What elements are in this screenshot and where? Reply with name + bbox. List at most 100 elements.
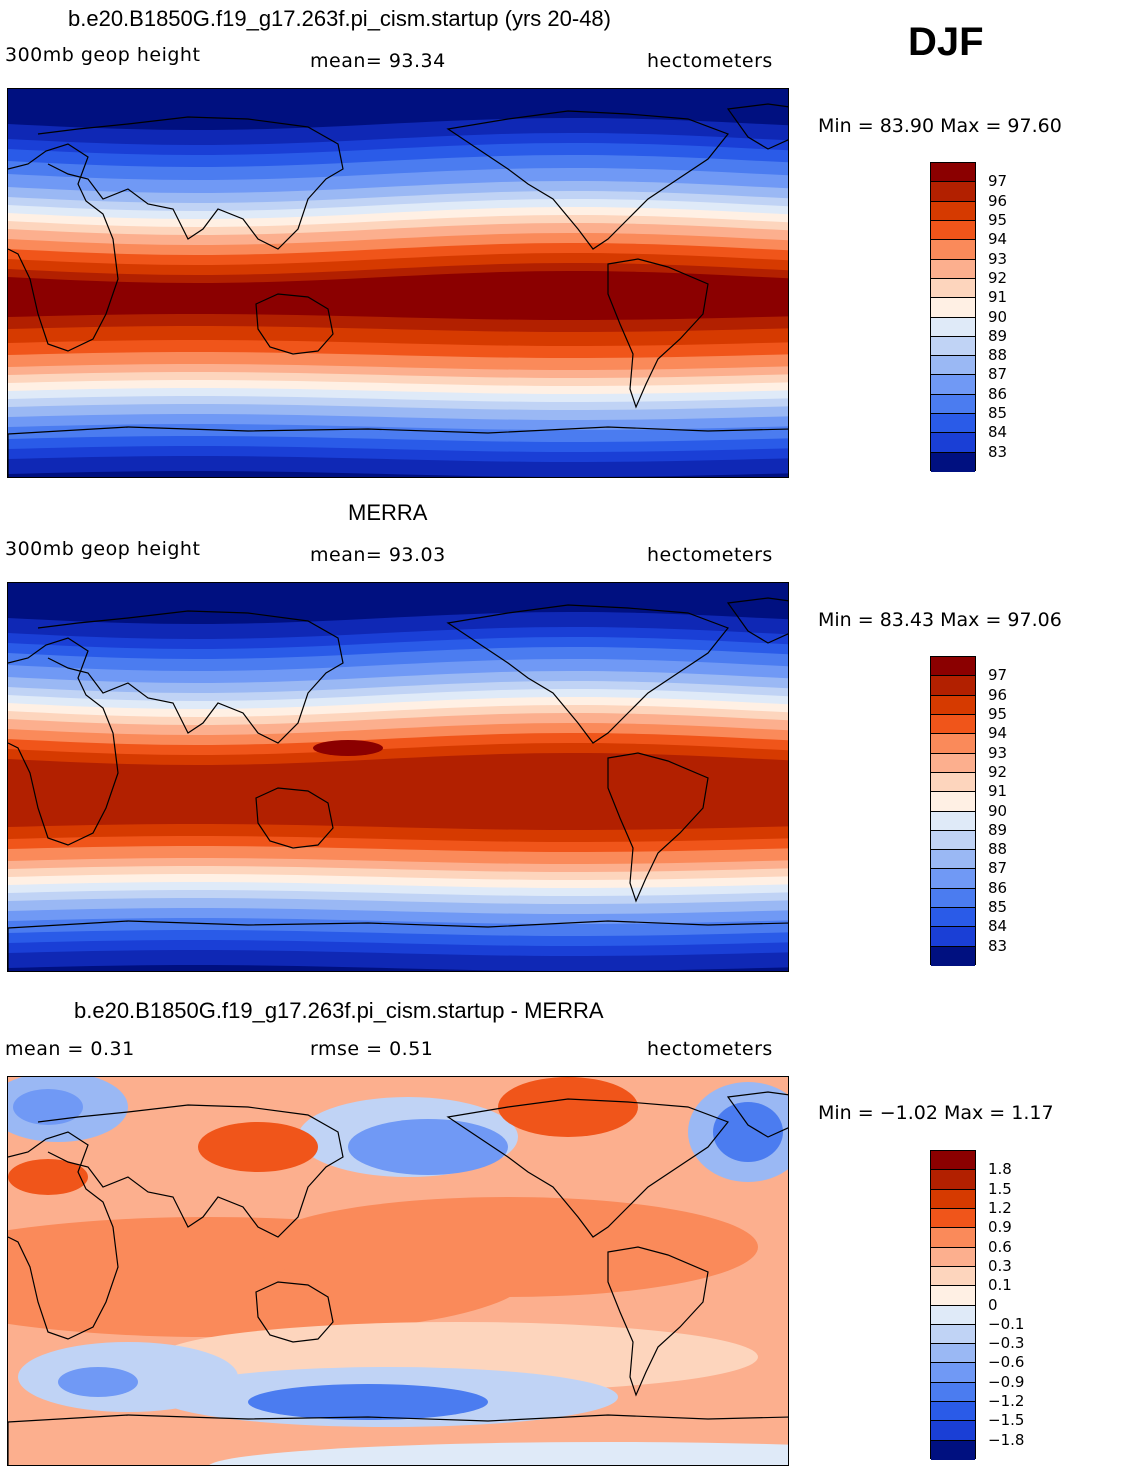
colorbar-tick-label: 95: [988, 704, 1008, 723]
colorbar-swatch: [931, 714, 975, 735]
panel1-title: b.e20.B1850G.f19_g17.263f.pi_cism.startu…: [68, 6, 611, 31]
colorbar-swatch: [931, 888, 975, 909]
colorbar-swatch: [931, 908, 975, 928]
colorbar-swatch: [931, 1363, 975, 1383]
antarctica-coastline: [8, 426, 788, 477]
panel2-colorbar: [930, 656, 976, 966]
colorbar-tick-label: 93: [988, 249, 1008, 268]
panel3-rmse: rmse = 0.51: [310, 1038, 434, 1060]
colorbar-tick-label: 89: [988, 326, 1008, 345]
colorbar-tick-label: −0.1: [988, 1314, 1025, 1333]
colorbar-tick-label: −1.5: [988, 1411, 1025, 1430]
difference-contour: [198, 1122, 318, 1172]
colorbar-swatch: [931, 259, 975, 279]
difference-contour: [248, 1384, 488, 1420]
colorbar-swatch: [931, 1440, 975, 1460]
colorbar-swatch: [931, 1324, 975, 1345]
contour-band: [8, 753, 788, 830]
colorbar-swatch: [931, 1402, 975, 1422]
difference-contour: [58, 1367, 138, 1397]
colorbar-swatch: [931, 772, 975, 793]
colorbar-swatch: [931, 433, 975, 453]
season-label: DJF: [908, 20, 984, 64]
coastline: [607, 258, 709, 409]
colorbar-swatch: [931, 1228, 975, 1248]
colorbar-tick-label: 92: [988, 268, 1008, 287]
colorbar-swatch: [931, 201, 975, 221]
colorbar-tick-label: 0.9: [988, 1218, 1012, 1237]
coastline: [726, 597, 788, 644]
colorbar-swatch: [931, 734, 975, 754]
coastline: [37, 610, 344, 744]
coastline: [607, 1246, 709, 1397]
coastline: [607, 752, 709, 903]
antarctica-coastline: [8, 920, 788, 971]
panel3-map: [7, 1076, 789, 1466]
panel1-minmax: Min = 83.90 Max = 97.60: [818, 115, 1062, 137]
colorbar-tick-label: 91: [988, 782, 1008, 801]
colorbar-tick-label: 97: [988, 172, 1008, 191]
colorbar-tick-label: 1.5: [988, 1179, 1012, 1198]
colorbar-tick-label: 88: [988, 346, 1008, 365]
colorbar-tick-label: 89: [988, 820, 1008, 839]
colorbar-swatch: [931, 676, 975, 696]
colorbar-swatch: [931, 394, 975, 415]
colorbar-swatch: [931, 220, 975, 241]
panel1-left-label: 300mb geop height: [5, 44, 201, 66]
coastline: [446, 1098, 729, 1238]
colorbar-swatch: [931, 753, 975, 773]
colorbar-tick-label: 87: [988, 859, 1008, 878]
colorbar-tick-label: 88: [988, 840, 1008, 859]
colorbar-tick-label: 94: [988, 724, 1008, 743]
panel2-left-label: 300mb geop height: [5, 538, 201, 560]
colorbar-swatch: [931, 240, 975, 260]
colorbar-tick-label: 97: [988, 666, 1008, 685]
panel2-minmax: Min = 83.43 Max = 97.06: [818, 609, 1062, 631]
colorbar-swatch: [931, 1382, 975, 1403]
colorbar-tick-label: 86: [988, 878, 1008, 897]
difference-contour: [209, 1442, 788, 1465]
antarctica-coastline: [8, 1414, 788, 1465]
colorbar-swatch: [931, 830, 975, 851]
colorbar-tick-label: 1.2: [988, 1198, 1012, 1217]
panel3-colorbar: [930, 1150, 976, 1460]
coastline: [726, 103, 788, 150]
colorbar-swatch: [931, 927, 975, 947]
colorbar-swatch: [931, 1421, 975, 1441]
colorbar-tick-label: −0.3: [988, 1334, 1025, 1353]
coastline: [255, 787, 334, 849]
colorbar-tick-label: 94: [988, 230, 1008, 249]
panel2-mean: mean= 93.03: [310, 544, 446, 566]
coastline: [255, 1281, 334, 1343]
colorbar-swatch: [931, 946, 975, 966]
coastline: [37, 1104, 344, 1238]
difference-contour: [498, 1077, 638, 1137]
colorbar-swatch: [931, 850, 975, 870]
colorbar-tick-label: −1.2: [988, 1392, 1025, 1411]
colorbar-tick-label: 95: [988, 210, 1008, 229]
colorbar-tick-label: 0.6: [988, 1237, 1012, 1256]
colorbar-swatch: [931, 1208, 975, 1229]
colorbar-tick-label: 85: [988, 898, 1008, 917]
colorbar-swatch: [931, 452, 975, 472]
colorbar-swatch: [931, 811, 975, 831]
colorbar-swatch: [931, 1266, 975, 1287]
colorbar-tick-label: 86: [988, 384, 1008, 403]
panel2-map: [7, 582, 789, 972]
colorbar-swatch: [931, 657, 975, 677]
colorbar-swatch: [931, 414, 975, 434]
coastline: [8, 637, 119, 846]
colorbar-swatch: [931, 317, 975, 337]
difference-contour: [8, 1159, 88, 1195]
coastline: [8, 143, 119, 352]
panel1-mean: mean= 93.34: [310, 50, 446, 72]
colorbar-tick-label: 0.1: [988, 1276, 1012, 1295]
colorbar-swatch: [931, 1170, 975, 1190]
colorbar-tick-label: −0.9: [988, 1372, 1025, 1391]
colorbar-swatch: [931, 356, 975, 376]
max-contour: [313, 740, 383, 756]
colorbar-tick-label: 90: [988, 307, 1008, 326]
difference-contour: [348, 1119, 508, 1175]
colorbar-swatch: [931, 182, 975, 202]
difference-contour: [713, 1102, 783, 1162]
